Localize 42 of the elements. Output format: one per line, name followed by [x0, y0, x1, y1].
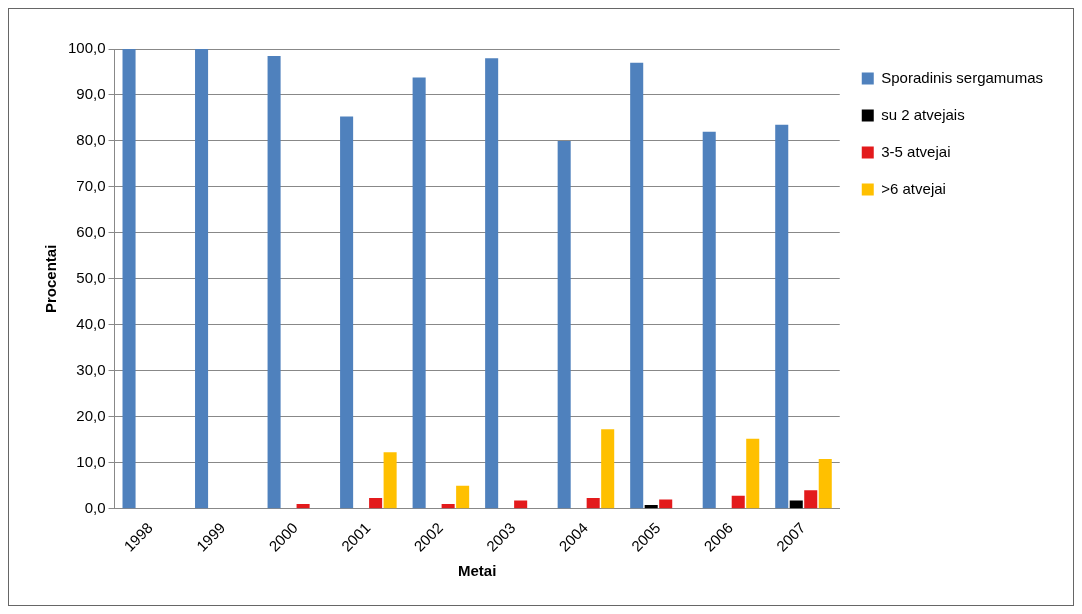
y-tick-label: 50,0 [76, 268, 106, 286]
bar [456, 485, 470, 509]
bar [818, 459, 832, 509]
y-tick-label: 60,0 [76, 223, 106, 241]
bar [441, 504, 455, 509]
bar [340, 116, 354, 509]
legend-label: >6 atvejai [881, 179, 946, 197]
bar [775, 124, 789, 509]
y-tick-label: 10,0 [76, 452, 106, 470]
x-axis-title: Metai [457, 562, 497, 580]
y-tick-label: 80,0 [76, 131, 106, 149]
y-tick-label: 0,0 [84, 498, 106, 516]
bar [601, 429, 615, 509]
y-tick-label: 70,0 [76, 177, 106, 195]
bar [702, 131, 716, 509]
bar [122, 49, 136, 509]
legend-label: su 2 atvejais [881, 105, 965, 123]
bar [485, 58, 499, 509]
bar [195, 49, 209, 509]
bar [659, 499, 673, 509]
legend-label: 3-5 atvejai [881, 142, 951, 160]
y-tick-label: 30,0 [76, 360, 106, 378]
bar [746, 438, 760, 509]
y-tick-label: 100,0 [67, 39, 106, 57]
legend-label: Sporadinis sergamumas [881, 68, 1044, 86]
bar [557, 140, 571, 509]
bar [369, 498, 383, 509]
bar [412, 77, 426, 509]
y-tick-label: 90,0 [76, 85, 106, 103]
bar [731, 495, 745, 509]
y-tick-label: 40,0 [76, 314, 106, 332]
bar [586, 498, 600, 509]
bar [630, 62, 644, 509]
bar [644, 505, 658, 509]
bar [296, 504, 310, 509]
bar [789, 500, 803, 509]
y-axis-title: Procentai [42, 244, 60, 314]
bar [514, 500, 528, 509]
bar [267, 55, 281, 509]
bar [383, 452, 397, 509]
y-tick-label: 20,0 [76, 406, 106, 424]
bar [804, 490, 818, 509]
